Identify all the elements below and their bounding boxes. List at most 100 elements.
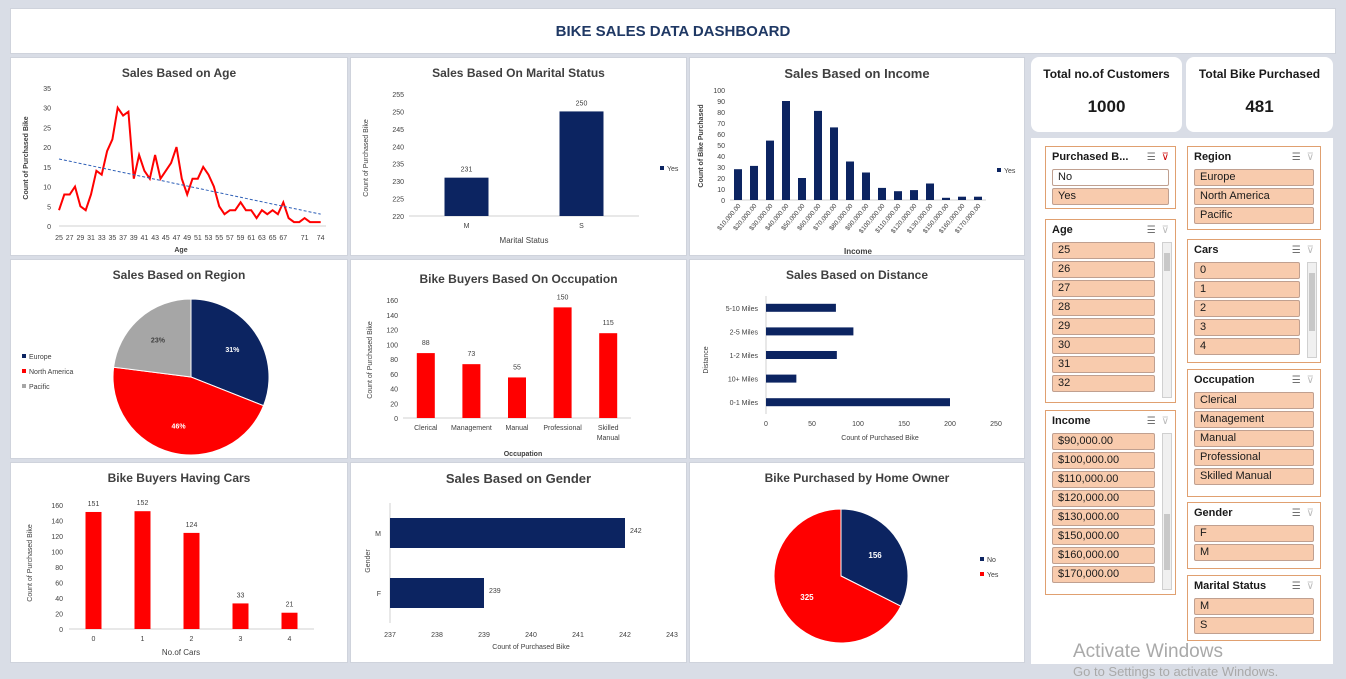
slicer-item[interactable]: Clerical bbox=[1194, 392, 1314, 409]
slicer-item[interactable]: 2 bbox=[1194, 300, 1300, 317]
clear-filter-icon[interactable]: ⊽ bbox=[1306, 244, 1314, 256]
slicer-item[interactable]: Manual bbox=[1194, 430, 1314, 447]
multi-select-icon[interactable]: ☰ bbox=[1146, 151, 1156, 163]
multi-select-icon[interactable]: ☰ bbox=[1291, 580, 1301, 592]
slicer-item[interactable]: S bbox=[1194, 617, 1314, 634]
x-tick-label: 55 bbox=[215, 235, 223, 242]
slicer-item[interactable]: 31 bbox=[1052, 356, 1155, 373]
bar bbox=[750, 165, 758, 200]
y-axis-title: Count of Purchased Bike bbox=[363, 119, 370, 197]
clear-filter-icon[interactable]: ⊽ bbox=[1306, 580, 1314, 592]
data-label: 150 bbox=[557, 294, 569, 301]
slicer-item[interactable]: $130,000.00 bbox=[1052, 509, 1155, 526]
clear-filter-icon[interactable]: ⊽ bbox=[1161, 151, 1169, 163]
y-tick-label: 0 bbox=[47, 224, 51, 231]
bar bbox=[734, 169, 742, 200]
slicer-occupation[interactable]: Occupation ☰ ⊽ Clerical Management Manual … bbox=[1187, 369, 1321, 497]
slicer-item[interactable]: Pacific bbox=[1194, 207, 1314, 224]
slicer-item[interactable]: Skilled Manual bbox=[1194, 468, 1314, 485]
slicer-item[interactable]: $90,000.00 bbox=[1052, 433, 1155, 450]
slicer-income[interactable]: Income ☰ ⊽ $90,000.00 $100,000.00 $110,000… bbox=[1045, 410, 1176, 595]
y-tick-label: 5 bbox=[47, 204, 51, 211]
pie-slice bbox=[840, 508, 909, 607]
multi-select-icon[interactable]: ☰ bbox=[1291, 244, 1301, 256]
y-tick-label: 10 bbox=[43, 185, 51, 192]
data-label: 124 bbox=[186, 522, 198, 529]
multi-select-icon[interactable]: ☰ bbox=[1291, 507, 1301, 519]
clear-filter-icon[interactable]: ⊽ bbox=[1306, 151, 1314, 163]
slicer-item[interactable]: 29 bbox=[1052, 318, 1155, 335]
data-label: 55 bbox=[513, 364, 521, 371]
slicer-item[interactable]: 3 bbox=[1194, 319, 1300, 336]
y-tick-label: 120 bbox=[51, 534, 63, 541]
chart-distance[interactable]: Sales Based on Distance 5-10 Miles 2-5 Mi… bbox=[689, 259, 1025, 459]
slicer-item[interactable]: 0 bbox=[1194, 262, 1300, 279]
slicer-region[interactable]: Region ☰ ⊽ Europe North America Pacific bbox=[1187, 146, 1321, 230]
slicer-item[interactable]: M bbox=[1194, 598, 1314, 615]
slicer-item[interactable]: 26 bbox=[1052, 261, 1155, 278]
legend-label: No bbox=[987, 557, 996, 564]
y-tick-label: 250 bbox=[392, 109, 404, 116]
y-tick-label: 20 bbox=[390, 401, 398, 408]
multi-select-icon[interactable]: ☰ bbox=[1146, 224, 1156, 236]
bar bbox=[559, 111, 604, 216]
scrollbar[interactable] bbox=[1307, 262, 1317, 358]
slicer-item[interactable]: Europe bbox=[1194, 169, 1314, 186]
y-tick-label: 10 bbox=[717, 187, 725, 194]
slicer-cars[interactable]: Cars ☰ ⊽ 0 1 2 3 4 bbox=[1187, 239, 1321, 363]
chart-gender[interactable]: Sales Based on Gender 242 M 239 F 237 238 239 2… bbox=[350, 462, 687, 663]
x-tick-label: 43 bbox=[151, 235, 159, 242]
legend-marker bbox=[980, 572, 984, 576]
slicer-item[interactable]: 4 bbox=[1194, 338, 1300, 355]
slicer-item[interactable]: 32 bbox=[1052, 375, 1155, 392]
slicer-item[interactable]: $120,000.00 bbox=[1052, 490, 1155, 507]
y-tick-label: 60 bbox=[390, 372, 398, 379]
chart-title: Sales Based on Gender bbox=[445, 471, 592, 486]
legend-marker bbox=[22, 354, 26, 358]
x-tick-label: 37 bbox=[119, 235, 127, 242]
multi-select-icon[interactable]: ☰ bbox=[1146, 415, 1156, 427]
slicer-item[interactable]: 28 bbox=[1052, 299, 1155, 316]
chart-income[interactable]: Sales Based on Income 0 10 20 30 40 50 60 70 80 9… bbox=[689, 57, 1025, 256]
legend-label: Pacific bbox=[29, 384, 50, 391]
clear-filter-icon[interactable]: ⊽ bbox=[1306, 507, 1314, 519]
slicer-item[interactable]: Management bbox=[1194, 411, 1314, 428]
y-tick-label: 140 bbox=[386, 313, 398, 320]
slicer-item[interactable]: $160,000.00 bbox=[1052, 547, 1155, 564]
slicer-item[interactable]: No bbox=[1052, 169, 1169, 186]
slicer-item[interactable]: $170,000.00 bbox=[1052, 566, 1155, 583]
slicer-item[interactable]: M bbox=[1194, 544, 1314, 561]
slicer-gender[interactable]: Gender ☰ ⊽ F M bbox=[1187, 502, 1321, 569]
slicer-marital[interactable]: Marital Status ☰ ⊽ M S bbox=[1187, 575, 1321, 641]
multi-select-icon[interactable]: ☰ bbox=[1291, 151, 1301, 163]
slicer-item[interactable]: North America bbox=[1194, 188, 1314, 205]
slicer-item[interactable]: 1 bbox=[1194, 281, 1300, 298]
multi-select-icon[interactable]: ☰ bbox=[1291, 374, 1301, 386]
dashboard-title: BIKE SALES DATA DASHBOARD bbox=[10, 8, 1336, 54]
slicer-purchased[interactable]: Purchased B... ☰ ⊽ No Yes bbox=[1045, 146, 1176, 209]
slicer-item[interactable]: F bbox=[1194, 525, 1314, 542]
slicer-item[interactable]: 25 bbox=[1052, 242, 1155, 259]
slicer-item[interactable]: Professional bbox=[1194, 449, 1314, 466]
slicer-item[interactable]: 30 bbox=[1052, 337, 1155, 354]
slicer-item[interactable]: Yes bbox=[1052, 188, 1169, 205]
chart-occupation[interactable]: Bike Buyers Based On Occupation 0 20 40 60 8… bbox=[350, 259, 687, 459]
slicer-age[interactable]: Age ☰ ⊽ 25 26 27 28 29 30 31 32 bbox=[1045, 219, 1176, 403]
chart-marital[interactable]: Sales Based On Marital Status 220 225 230 2… bbox=[350, 57, 687, 256]
slicer-item[interactable]: $100,000.00 bbox=[1052, 452, 1155, 469]
clear-filter-icon[interactable]: ⊽ bbox=[1161, 224, 1169, 236]
chart-region[interactable]: Sales Based on Region 31% 46% 23% Europe Nor… bbox=[10, 259, 348, 459]
chart-age[interactable]: Sales Based on Age 0 5 10 15 20 25 30 35 25 27 29 3… bbox=[10, 57, 348, 256]
y-tick-label: 0-1 Miles bbox=[730, 400, 759, 407]
scrollbar[interactable] bbox=[1162, 242, 1172, 398]
clear-filter-icon[interactable]: ⊽ bbox=[1161, 415, 1169, 427]
scrollbar[interactable] bbox=[1162, 433, 1172, 590]
slicer-item[interactable]: 27 bbox=[1052, 280, 1155, 297]
slicer-item[interactable]: $110,000.00 bbox=[1052, 471, 1155, 488]
slicer-item[interactable]: $150,000.00 bbox=[1052, 528, 1155, 545]
y-axis-title: Gender bbox=[365, 549, 372, 573]
chart-cars[interactable]: Bike Buyers Having Cars 0 20 40 60 80 100 120 1… bbox=[10, 462, 348, 663]
chart-home[interactable]: Bike Purchased by Home Owner 156 325 No Yes bbox=[689, 462, 1025, 663]
bar bbox=[878, 187, 886, 200]
clear-filter-icon[interactable]: ⊽ bbox=[1306, 374, 1314, 386]
